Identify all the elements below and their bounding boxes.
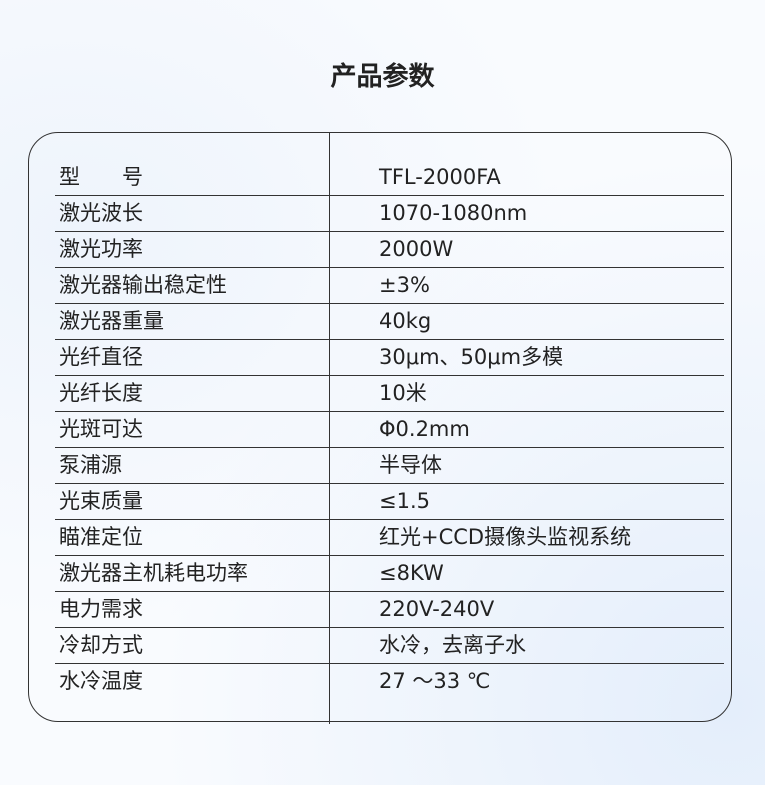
row-separator: [55, 339, 724, 340]
row-separator: [55, 663, 724, 664]
value-cell: 红光+CCD摄像头监视系统: [379, 525, 632, 549]
label-cell: 激光功率: [59, 237, 143, 261]
value-cell: 水冷，去离子水: [379, 633, 526, 657]
row-separator: [55, 267, 724, 268]
label-cell: 型 号: [59, 165, 143, 189]
row-separator: [55, 375, 724, 376]
label-cell: 激光器输出稳定性: [59, 273, 227, 297]
value-cell: 30μm、50μm多模: [379, 345, 564, 369]
label-cell: 光斑可达: [59, 417, 143, 441]
value-cell: ≤1.5: [379, 489, 430, 513]
label-cell: 冷却方式: [59, 633, 143, 657]
row-separator: [55, 411, 724, 412]
value-cell: 27 ～33 ℃: [379, 669, 491, 693]
row-separator: [55, 195, 724, 196]
title: 产品参数: [330, 62, 435, 92]
value-cell: TFL-2000FA: [379, 165, 501, 189]
row-separator: [55, 483, 724, 484]
row-separator: [55, 591, 724, 592]
row-separator: [55, 627, 724, 628]
value-cell: ±3%: [379, 273, 430, 297]
row-separator: [55, 555, 724, 556]
value-cell: 220V-240V: [379, 597, 495, 621]
value-cell: Φ0.2mm: [379, 417, 470, 441]
table-card: [28, 132, 732, 722]
label-cell: 激光波长: [59, 201, 143, 225]
row-separator: [55, 231, 724, 232]
label-cell: 电力需求: [59, 597, 143, 621]
column-divider: [329, 132, 330, 724]
row-separator: [55, 303, 724, 304]
row-separator: [55, 447, 724, 448]
value-cell: 2000W: [379, 237, 454, 261]
value-cell: 1070-1080nm: [379, 201, 528, 225]
label-cell: 泵浦源: [59, 453, 122, 477]
value-cell: 10米: [379, 381, 427, 405]
label-cell: 激光器主机耗电功率: [59, 561, 248, 585]
label-cell: 光纤长度: [59, 381, 143, 405]
row-separator: [55, 519, 724, 520]
label-cell: 激光器重量: [59, 309, 164, 333]
value-cell: 40kg: [379, 309, 432, 333]
value-cell: ≤8KW: [379, 561, 444, 585]
label-cell: 光纤直径: [59, 345, 143, 369]
label-cell: 水冷温度: [59, 669, 143, 693]
label-cell: 光束质量: [59, 489, 143, 513]
value-cell: 半导体: [379, 453, 442, 477]
label-cell: 瞄准定位: [59, 525, 143, 549]
